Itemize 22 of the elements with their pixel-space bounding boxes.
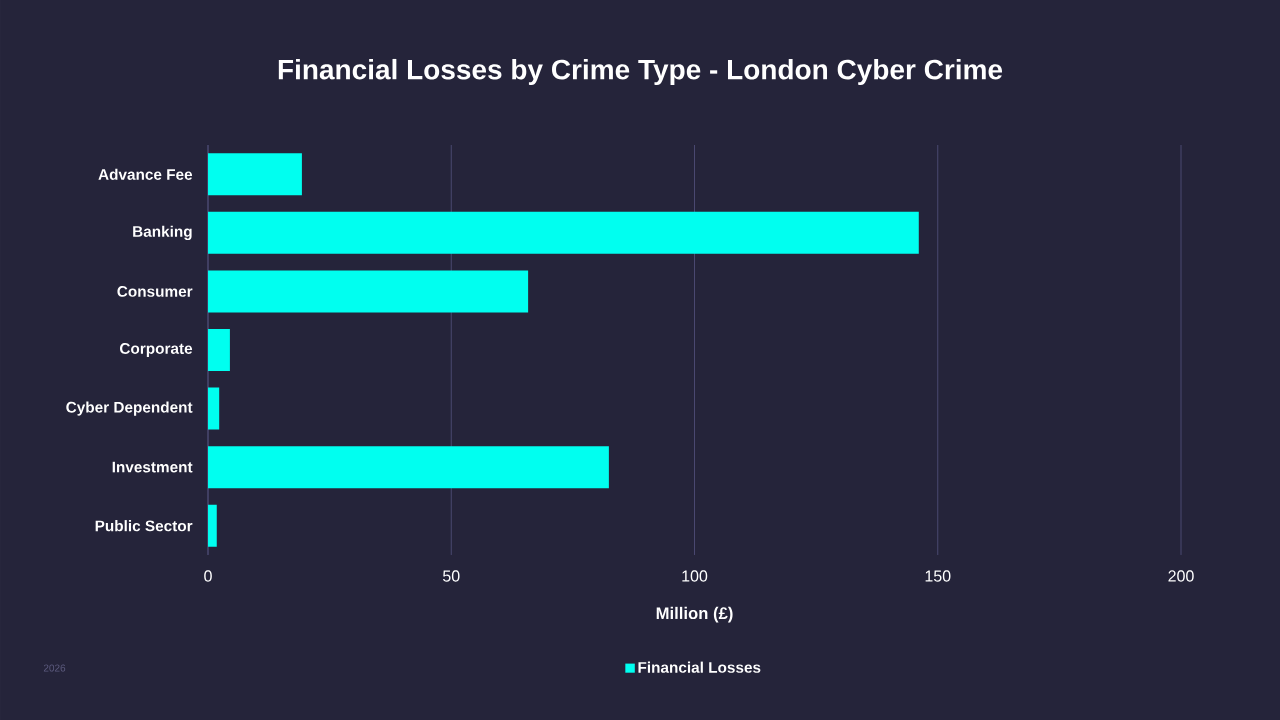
bar	[208, 446, 609, 489]
y-tick-label: Advance Fee	[98, 168, 193, 180]
y-tick-label: Corporate	[119, 343, 193, 357]
bar	[208, 270, 529, 313]
x-tick-label: 200	[1168, 570, 1194, 582]
x-tick-label: 50	[443, 570, 460, 582]
bar	[208, 153, 302, 196]
y-tick-label: Banking	[133, 225, 192, 241]
y-tick-label: Consumer	[117, 285, 193, 297]
bar	[208, 328, 230, 371]
x-tick-label: 0	[204, 570, 212, 582]
x-tick-label: 100	[682, 570, 708, 582]
bar	[208, 504, 217, 547]
bar	[208, 211, 919, 254]
y-tick-label: Public Sector	[95, 520, 193, 532]
y-tick-label: Cyber Dependent	[66, 401, 193, 416]
text: 2026	[43, 664, 66, 672]
legend-label: Financial Losses	[638, 661, 761, 673]
x-axis-title: Million (£)	[656, 606, 733, 623]
y-tick-label: Investment	[112, 461, 193, 473]
x-tick-label: 150	[925, 570, 951, 582]
chart-title: Financial Losses by Crime Type - London Cyber Crime	[278, 58, 1003, 86]
